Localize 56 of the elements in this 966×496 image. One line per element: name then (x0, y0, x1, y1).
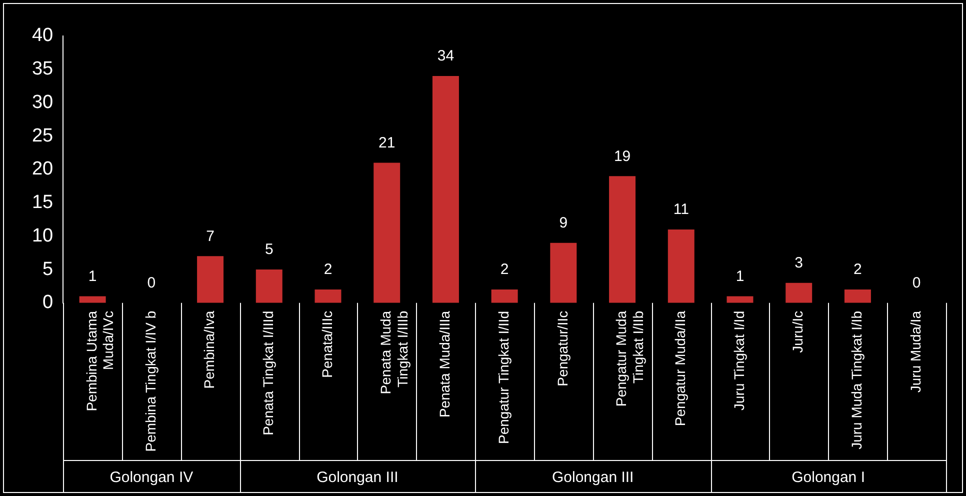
data-label: 34 (437, 48, 454, 65)
x-tick-label: Pembina Utama Muda/IVc (83, 310, 116, 412)
text: Golongan I (792, 469, 865, 486)
bar (374, 162, 400, 303)
x-tick-label: Juru Muda Tingkat I/Ib (848, 310, 865, 450)
bar (726, 296, 754, 303)
data-label: 3 (794, 254, 804, 272)
x-tick-label: Penata/IIIc (318, 310, 335, 378)
y-tick-label: 15 (32, 192, 54, 214)
data-label: 1 (736, 268, 744, 285)
text: Golongan IV (110, 469, 194, 486)
bar (668, 229, 694, 303)
bar (432, 76, 459, 303)
data-label: 19 (614, 148, 631, 165)
bar (609, 176, 636, 303)
y-tick-label: 30 (32, 92, 54, 113)
bar (197, 256, 224, 303)
y-tick-label: 0 (42, 292, 54, 314)
y-tick-label: 40 (32, 25, 54, 46)
data-label: 5 (264, 241, 274, 258)
y-tick-label: 5 (42, 258, 54, 280)
bar (550, 242, 577, 303)
data-label: 2 (324, 261, 332, 278)
data-label: 11 (673, 201, 689, 218)
x-tick-label: Pembina/Iva (201, 310, 218, 389)
x-tick-label: Juru Tingkat I/Id (730, 310, 747, 410)
x-tick-label: Penata Muda Tingkat I/IIIb (378, 310, 411, 394)
bar (491, 290, 518, 303)
text: Golongan III (316, 469, 398, 486)
data-label: 2 (854, 261, 862, 278)
y-tick-label: 20 (32, 158, 54, 180)
data-label: 7 (206, 228, 214, 245)
bar (786, 282, 812, 303)
y-tick-label: 10 (32, 225, 54, 246)
x-tick-label: Pengatur Muda/IIa (672, 310, 688, 426)
bar (79, 296, 106, 303)
x-tick-label: Pengatur Muda Tingkat I/IIb (613, 310, 646, 407)
data-label: 1 (88, 268, 97, 285)
bar (844, 290, 871, 303)
x-tick-label: Penata Tingkat I/IIId (260, 310, 276, 436)
x-tick-label: Pengatur/IIc (554, 310, 570, 386)
x-tick-label: Juru/Ic (790, 310, 806, 353)
x-tick-label: Pembina Tingkat I/IV b (142, 310, 158, 452)
y-tick-label: 35 (32, 58, 54, 80)
data-label: 9 (559, 214, 568, 232)
x-tick-label: Penata Muda/IIIa (436, 310, 453, 418)
x-tick-label: Pengatur Tingkat I/IId (495, 310, 512, 444)
data-label: 0 (147, 274, 156, 292)
data-label: 2 (500, 261, 509, 278)
y-tick-label: 25 (32, 125, 54, 146)
x-tick-label: Juru Muda/Ia (907, 310, 924, 393)
data-label: 0 (912, 274, 921, 292)
text: Golongan III (552, 469, 634, 486)
bar (314, 290, 342, 303)
bar (256, 270, 282, 303)
data-label: 21 (378, 134, 396, 152)
